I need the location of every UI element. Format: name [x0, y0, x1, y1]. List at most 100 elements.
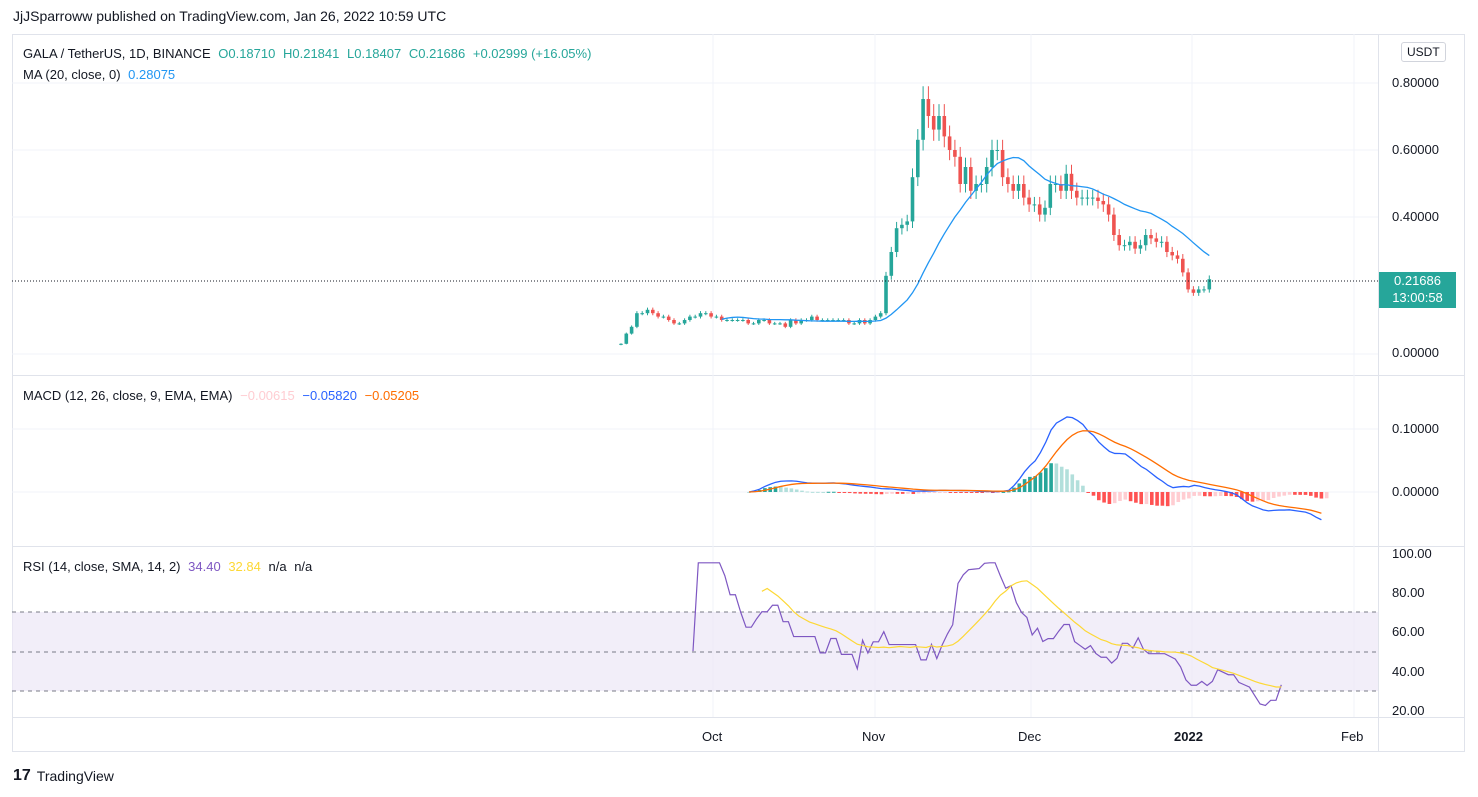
candle-body	[794, 320, 798, 324]
macd-hist-bar	[959, 492, 963, 493]
macd-hist-value: −0.00615	[240, 388, 295, 403]
macd-hist-bar	[879, 492, 884, 495]
candle-body	[730, 320, 735, 321]
symbol-label[interactable]: GALA / TetherUS, 1D, BINANCE	[23, 46, 211, 61]
candle-body	[1165, 241, 1169, 252]
macd-hist-bar	[858, 492, 863, 494]
macd-hist-bar	[911, 492, 916, 495]
macd-hist-bar	[1044, 468, 1048, 492]
y-tick-rsi: 20.00	[1392, 703, 1425, 718]
last-price-value: 0.21686	[1394, 273, 1441, 288]
macd-hist-bar	[890, 492, 894, 494]
macd-hist-bar	[1150, 492, 1154, 505]
macd-hist-bar	[895, 492, 900, 494]
macd-hist-bar	[1065, 469, 1069, 492]
candle-body	[916, 139, 920, 178]
candle-body	[963, 167, 968, 184]
time-axis-border	[12, 717, 1465, 718]
ma-label[interactable]: MA (20, close, 0)	[23, 67, 121, 82]
macd-hist-bar	[1208, 492, 1212, 497]
macd-hist-bar	[1054, 463, 1059, 492]
y-tick-macd: 0.00000	[1392, 484, 1439, 499]
candle-body	[947, 136, 952, 150]
macd-hist-bar	[916, 492, 921, 494]
candle-body	[635, 313, 639, 327]
macd-hist-bar	[1097, 492, 1101, 501]
macd-hist-bar	[932, 492, 937, 493]
currency-badge[interactable]: USDT	[1401, 42, 1446, 62]
macd-hist-bar	[1155, 492, 1159, 506]
last-price-tag: 0.21686 13:00:58	[1379, 272, 1456, 308]
candle-body	[629, 326, 634, 334]
macd-hist-bar	[922, 492, 926, 494]
candle-body	[969, 167, 973, 191]
macd-hist-bar	[985, 492, 990, 493]
macd-hist-bar	[1187, 492, 1191, 499]
macd-hist-bar	[906, 492, 910, 494]
macd-hist-bar	[816, 491, 820, 493]
macd-hist-bar	[980, 492, 984, 493]
candle-body	[1080, 197, 1084, 199]
candle-body	[1059, 184, 1063, 191]
candle-body	[1016, 184, 1021, 191]
macd-hist-bar	[1319, 492, 1324, 499]
macd-hist-bar	[1134, 492, 1138, 503]
ma-polyline	[721, 156, 1210, 323]
candle-body	[1149, 235, 1153, 239]
candle-body	[926, 99, 931, 116]
candle-body	[841, 320, 846, 321]
macd-hist-bar	[1112, 492, 1117, 504]
macd-hist-bar	[1107, 492, 1112, 504]
rsi-sma-line	[761, 580, 1282, 688]
x-tick: Oct	[702, 729, 723, 744]
footer-brand[interactable]: TradingView	[36, 768, 114, 784]
macd-hist-bar	[832, 491, 836, 493]
macd-hist-bar	[847, 492, 852, 494]
tradingview-logo-icon[interactable]: 17	[13, 767, 31, 784]
macd-hist-bar	[1075, 480, 1080, 492]
candle-body	[788, 320, 793, 327]
candle-body	[741, 320, 745, 321]
macd-hist-bar	[773, 486, 778, 492]
rsi-na-2: n/a	[294, 559, 313, 574]
rsi-label[interactable]: RSI (14, close, SMA, 14, 2)	[23, 559, 181, 574]
macd-hist-bar	[1261, 492, 1265, 502]
candle-body	[1069, 173, 1074, 191]
candle-body	[942, 116, 947, 137]
pane-divider-main-macd[interactable]	[12, 375, 1465, 376]
macd-hist-bar	[853, 492, 857, 494]
macd-hist-bar	[938, 492, 942, 493]
candle-body	[825, 320, 830, 321]
rsi-sma-value: 32.84	[228, 559, 261, 574]
candle-body	[783, 323, 788, 327]
candle-body	[900, 224, 904, 229]
macd-hist-bar	[1123, 492, 1128, 500]
candle-body	[1075, 190, 1079, 198]
macd-hist-bar	[1022, 479, 1027, 492]
candle-body	[937, 116, 941, 130]
macd-hist-bar	[779, 486, 783, 492]
macd-hist-bar	[885, 492, 889, 494]
macd-hist-bar	[1171, 492, 1175, 506]
macd-hist-bar	[784, 487, 788, 492]
macd-line-value: −0.05820	[302, 388, 357, 403]
ma-line	[721, 156, 1210, 323]
macd-hist-bar	[991, 492, 995, 493]
candle-body	[746, 320, 750, 324]
macd-hist-bar	[1038, 472, 1043, 492]
candle-body	[698, 313, 703, 317]
macd-hist-bar	[943, 492, 947, 493]
macd-hist-bar	[1118, 492, 1122, 502]
macd-hist-bar	[837, 492, 841, 493]
open-value: O0.18710	[218, 46, 276, 61]
low-value: L0.18407	[347, 46, 402, 61]
candle-body	[1133, 241, 1137, 249]
y-tick-main: 0.60000	[1392, 142, 1439, 157]
macd-hist-bar	[1086, 492, 1090, 493]
candle-body	[884, 275, 888, 314]
pane-divider-macd-rsi[interactable]	[12, 546, 1465, 547]
footer: 17 TradingView	[13, 767, 114, 785]
macd-label[interactable]: MACD (12, 26, close, 9, EMA, EMA)	[23, 388, 233, 403]
chart-frame	[12, 34, 1465, 752]
